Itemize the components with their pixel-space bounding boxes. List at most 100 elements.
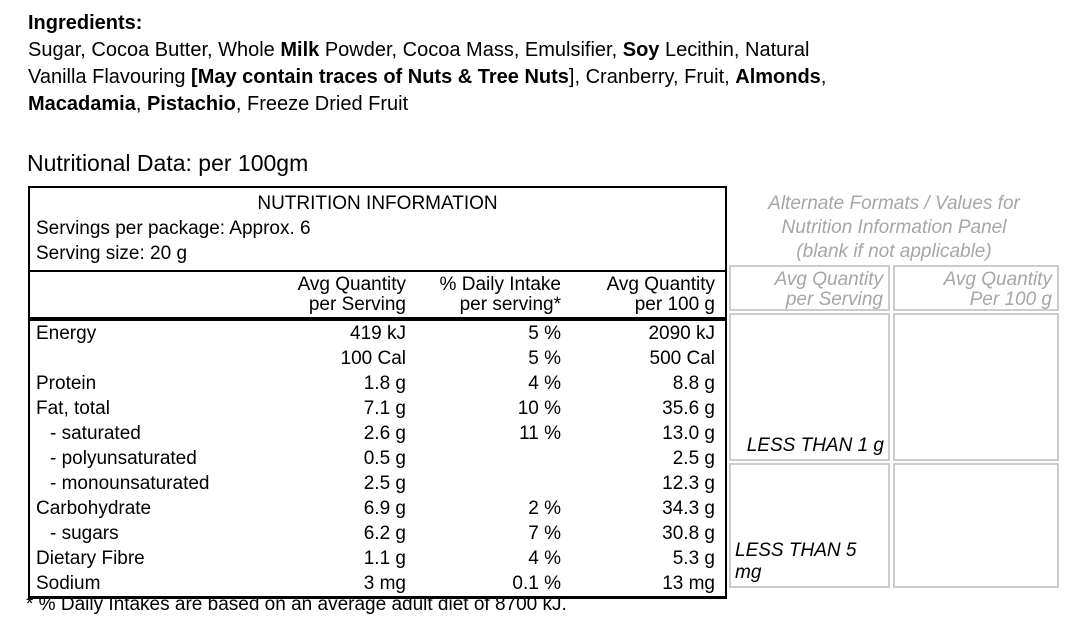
row-label: Fat, total — [36, 398, 110, 419]
ingredient-segment: Vanilla Flavouring — [28, 66, 192, 88]
alternate-panel-note: Alternate Formats / Values for Nutrition… — [729, 192, 1059, 264]
column-header-daily-intake: % Daily Intake per serving* — [406, 275, 561, 315]
alt-header-line: Avg Quantity — [774, 269, 883, 290]
value-per-100g: 30.8 g — [662, 523, 715, 544]
alt-value-cell: LESS THAN 1 g — [729, 313, 890, 461]
value-daily-intake: 7 % — [528, 523, 561, 544]
row-label: Dietary Fibre — [36, 548, 145, 569]
table-row: Dietary Fibre 1.1 g 4 % 5.3 g — [30, 546, 725, 571]
column-header-line: per serving* — [459, 294, 561, 315]
value-per-serving: 2.6 g — [363, 423, 406, 444]
row-label: Sodium — [36, 573, 101, 594]
row-label: - saturated — [50, 423, 141, 444]
row-label: Energy — [36, 323, 97, 344]
value-per-100g: 2.5 g — [672, 448, 715, 469]
value-per-100g: 13 mg — [662, 573, 715, 594]
ingredients-heading: Ingredients: — [28, 12, 143, 34]
ingredients-section: Ingredients: Sugar, Cocoa Butter, Whole … — [28, 10, 988, 118]
value-per-serving: 6.2 g — [363, 523, 406, 544]
value-per-100g: 13.0 g — [662, 423, 715, 444]
value-daily-intake: 4 % — [528, 373, 561, 394]
value-daily-intake: 11 % — [519, 423, 561, 444]
alternate-panel-column-headers: Avg Quantity per Serving Avg Quantity Per … — [729, 265, 1059, 311]
row-label: Protein — [36, 373, 97, 394]
alt-header-avg-quantity-per-100g: Avg Quantity Per 100 g — [893, 265, 1059, 311]
alt-header-line: Avg Quantity — [943, 269, 1052, 290]
servings-per-package: Servings per package: Approx. 6 — [36, 218, 311, 239]
table-row: Carbohydrate 6.9 g 2 % 34.3 g — [30, 496, 725, 521]
alternate-panel-note-line: Nutrition Information Panel — [781, 217, 1007, 238]
alt-value-cell — [893, 463, 1059, 588]
table-row: 100 Cal 5 % 500 Cal — [30, 346, 725, 371]
nutrition-table-header-block: NUTRITION INFORMATION Servings per packa… — [30, 188, 725, 272]
value-per-100g: 12.3 g — [662, 473, 715, 494]
ingredient-segment: Soy — [622, 39, 660, 61]
daily-intake-footnote: * % Daily Intakes are based on an averag… — [26, 594, 567, 615]
value-per-100g: 500 Cal — [649, 348, 716, 369]
value-per-100g: 35.6 g — [662, 398, 715, 419]
ingredient-segment: Macadamia — [28, 93, 136, 115]
alt-header-line: per Serving — [785, 289, 883, 310]
value-daily-intake — [406, 446, 561, 471]
column-header-line: per Serving — [308, 294, 406, 315]
table-row: - monounsaturated 2.5 g 12.3 g — [30, 471, 725, 496]
row-label: - polyunsaturated — [50, 448, 197, 469]
ingredient-segment: Pistachio — [146, 93, 236, 115]
ingredient-line: Vanilla Flavouring [May contain traces o… — [28, 64, 988, 91]
value-per-serving: 100 Cal — [340, 348, 407, 369]
column-header-line: Avg Quantity — [297, 274, 406, 295]
value-per-serving: 1.8 g — [363, 373, 406, 394]
ingredient-segment: , Freeze Dried Fruit — [235, 93, 409, 115]
value-per-serving: 1.1 g — [363, 548, 406, 569]
value-per-serving: 0.5 g — [363, 448, 406, 469]
value-daily-intake: 0.1 % — [512, 573, 561, 594]
table-row: - saturated 2.6 g 11 % 13.0 g — [30, 421, 725, 446]
ingredients-paragraph: Sugar, Cocoa Butter, Whole Milk Powder, … — [28, 37, 988, 118]
alternate-panel-note-line: (blank if not applicable) — [796, 241, 992, 262]
ingredient-segment: , — [820, 66, 827, 88]
alt-header-line: Per 100 g — [969, 289, 1052, 310]
table-row: - sugars 6.2 g 7 % 30.8 g — [30, 521, 725, 546]
column-header-avg-quantity-per-serving: Avg Quantity per Serving — [210, 275, 406, 315]
column-header-line: Avg Quantity — [606, 274, 715, 295]
ingredient-segment: Lecithin, Natural — [659, 39, 810, 61]
value-per-100g: 5.3 g — [672, 548, 715, 569]
ingredient-segment: ], Cranberry, Fruit, — [568, 66, 736, 88]
column-header-line: per 100 g — [634, 294, 715, 315]
ingredient-segment: , — [135, 93, 147, 115]
ingredient-line: Macadamia, Pistachio, Freeze Dried Fruit — [28, 91, 988, 118]
value-per-serving: 3 mg — [363, 573, 406, 594]
nutrition-table-column-headers: Avg Quantity per Serving % Daily Intake pe… — [30, 272, 725, 321]
alt-value-cell — [893, 313, 1059, 461]
value-per-serving: 2.5 g — [363, 473, 406, 494]
ingredient-segment: Powder, Cocoa Mass, Emulsifier, — [319, 39, 623, 61]
table-row: Energy 419 kJ 5 % 2090 kJ — [30, 321, 725, 346]
value-per-serving: 6.9 g — [363, 498, 406, 519]
ingredient-segment: Almonds — [735, 66, 821, 88]
row-label: - monounsaturated — [50, 473, 210, 494]
value-per-100g: 2090 kJ — [648, 323, 715, 344]
nutrition-table: NUTRITION INFORMATION Servings per packa… — [28, 186, 727, 599]
alternate-panel-body-row: LESS THAN 5 mg — [729, 463, 1059, 588]
value-per-serving: 7.1 g — [363, 398, 406, 419]
value-daily-intake: 4 % — [528, 548, 561, 569]
row-label: - sugars — [50, 523, 119, 544]
alternate-panel-body-row: LESS THAN 1 g — [729, 313, 1059, 461]
serving-size: Serving size: 20 g — [36, 243, 188, 264]
value-daily-intake: 10 % — [517, 398, 561, 419]
value-daily-intake — [406, 471, 561, 496]
alternate-panel-note-line: Alternate Formats / Values for — [768, 193, 1020, 214]
nutrition-table-title: NUTRITION INFORMATION — [257, 193, 498, 214]
alt-value-cell: LESS THAN 5 mg — [729, 463, 890, 588]
ingredient-segment: Sugar, Cocoa Butter, Whole — [28, 39, 281, 61]
row-label: Carbohydrate — [36, 498, 152, 519]
value-per-100g: 8.8 g — [672, 373, 715, 394]
table-row: Protein 1.8 g 4 % 8.8 g — [30, 371, 725, 396]
value-daily-intake: 5 % — [528, 323, 561, 344]
column-header-blank — [30, 275, 210, 315]
table-row: Sodium 3 mg 0.1 % 13 mg — [30, 571, 725, 596]
column-header-avg-quantity-per-100g: Avg Quantity per 100 g — [561, 275, 720, 315]
table-row: - polyunsaturated 0.5 g 2.5 g — [30, 446, 725, 471]
nutrition-table-body: Energy 419 kJ 5 % 2090 kJ 100 Cal 5 % 500 Cal P… — [30, 321, 725, 596]
